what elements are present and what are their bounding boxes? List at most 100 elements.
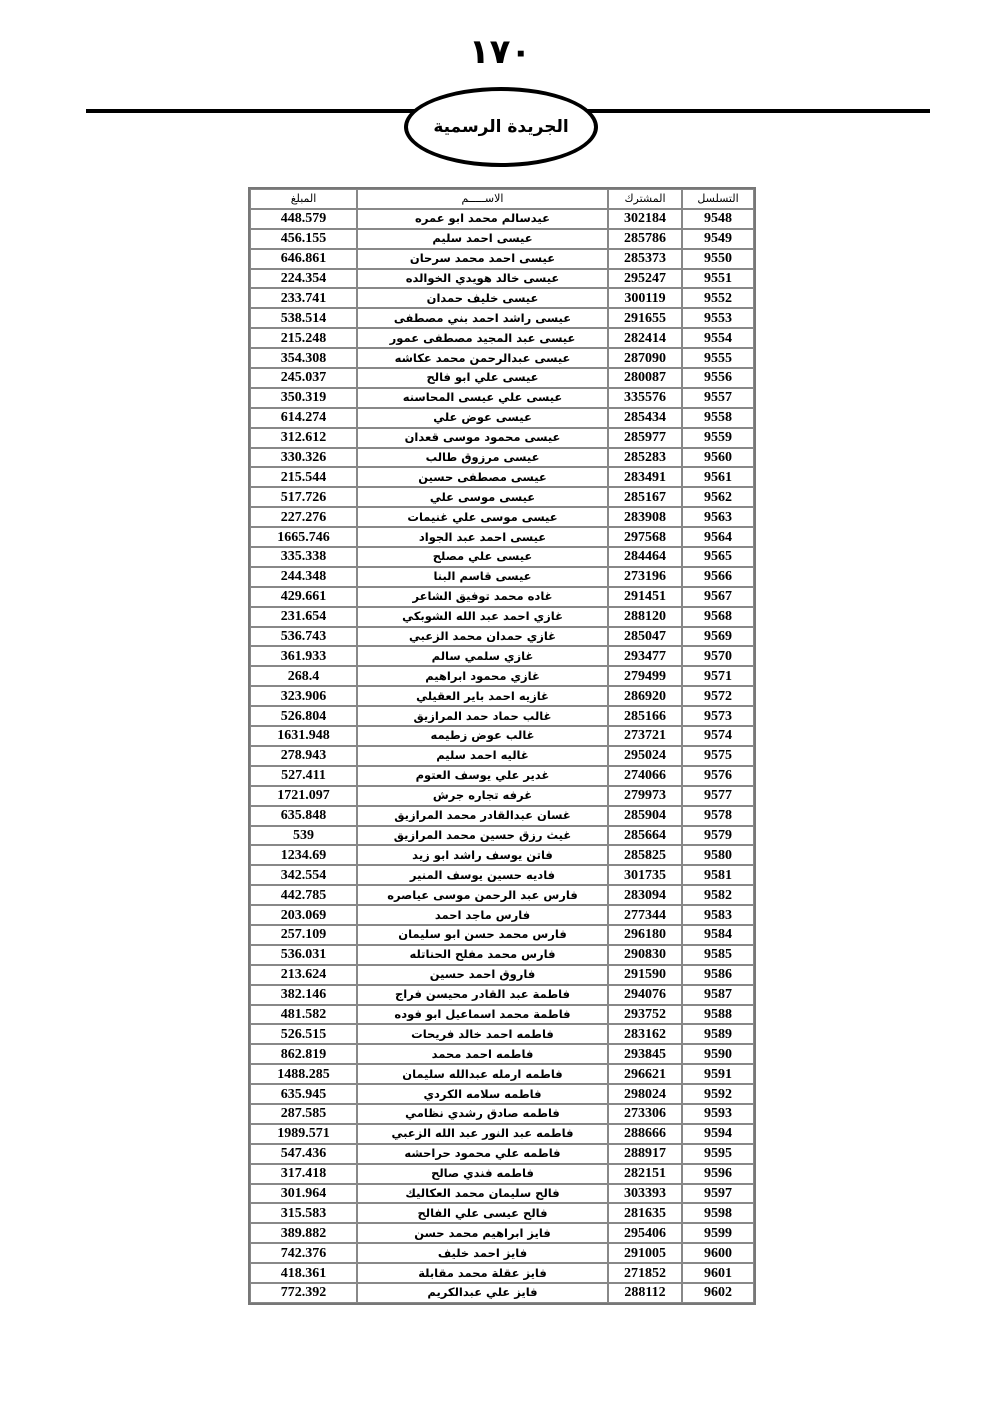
name-cell: فايز ابراهيم محمد حسن <box>357 1223 608 1244</box>
subscriber-cell: 281635 <box>608 1203 682 1224</box>
name-cell: فالح سليمان محمد العكاليك <box>357 1183 608 1204</box>
serial-cell: 9590 <box>682 1044 754 1065</box>
table-row: 9586 291590 فاروق احمد حسين 213.624 <box>250 964 754 985</box>
subscriber-cell: 285283 <box>608 447 682 468</box>
subscriber-cell: 302184 <box>608 208 682 229</box>
amount-cell: 317.418 <box>250 1163 357 1184</box>
table-row: 9562 285167 عيسى موسى علي 517.726 <box>250 487 754 508</box>
subscriber-cell: 283491 <box>608 467 682 488</box>
serial-cell: 9558 <box>682 407 754 428</box>
amount-cell: 536.743 <box>250 626 357 647</box>
subscriber-cell: 335576 <box>608 387 682 408</box>
name-cell: غازي محمود ابراهيم <box>357 666 608 687</box>
table-row: 9559 285977 عيسى محمود موسى قعدان 312.612 <box>250 427 754 448</box>
name-cell: فاطمة محمد اسماعيل ابو فوده <box>357 1004 608 1025</box>
serial-cell: 9559 <box>682 427 754 448</box>
amount-cell: 215.248 <box>250 328 357 349</box>
amount-cell: 244.348 <box>250 566 357 587</box>
subscriber-cell: 271852 <box>608 1263 682 1283</box>
table-row: 9574 273721 غالب عوض زطيمه 1631.948 <box>250 726 754 746</box>
amount-cell: 215.544 <box>250 467 357 488</box>
table-row: 9576 274066 غدير علي يوسف العتوم 527.411 <box>250 765 754 786</box>
name-cell: عيسى علي مصلح <box>357 547 608 567</box>
name-cell: عيسى مصطفى حسين <box>357 467 608 488</box>
serial-cell: 9555 <box>682 348 754 369</box>
serial-cell: 9601 <box>682 1263 754 1283</box>
serial-cell: 9582 <box>682 885 754 906</box>
name-cell: فاتن يوسف راشد ابو زيد <box>357 845 608 866</box>
subscriber-cell: 296621 <box>608 1064 682 1085</box>
table-row: 9565 284464 عيسى علي مصلح 335.338 <box>250 547 754 567</box>
column-header-serial: التسلسل <box>682 189 754 209</box>
serial-cell: 9579 <box>682 825 754 846</box>
subscriber-cell: 282414 <box>608 328 682 349</box>
name-cell: غازي احمد عبد الله الشوبكي <box>357 606 608 627</box>
amount-cell: 527.411 <box>250 765 357 786</box>
table-row: 9563 283908 عيسى موسى علي غنيمات 227.276 <box>250 507 754 528</box>
serial-cell: 9577 <box>682 785 754 806</box>
subscriber-cell: 285167 <box>608 487 682 508</box>
amount-cell: 418.361 <box>250 1263 357 1283</box>
name-cell: فارس ماجد احمد <box>357 905 608 925</box>
amount-cell: 442.785 <box>250 885 357 906</box>
serial-cell: 9598 <box>682 1203 754 1224</box>
subscriber-cell: 295247 <box>608 268 682 289</box>
amount-cell: 547.436 <box>250 1143 357 1164</box>
serial-cell: 9600 <box>682 1243 754 1264</box>
table-row: 9568 288120 غازي احمد عبد الله الشوبكي 231.… <box>250 606 754 627</box>
amount-cell: 354.308 <box>250 348 357 369</box>
name-cell: عيسى قاسم البنا <box>357 566 608 587</box>
amount-cell: 1665.746 <box>250 527 357 548</box>
amount-cell: 517.726 <box>250 487 357 508</box>
table-row: 9561 283491 عيسى مصطفى حسين 215.544 <box>250 467 754 488</box>
table-row: 9593 273306 فاطمه صادق رشدي نظامي 287.585 <box>250 1103 754 1124</box>
subscriber-cell: 293752 <box>608 1004 682 1025</box>
subscriber-cell: 285434 <box>608 407 682 428</box>
amount-cell: 323.906 <box>250 686 357 707</box>
serial-cell: 9551 <box>682 268 754 289</box>
table-row: 9594 288666 فاطمه عبد النور عبد الله الزعب… <box>250 1123 754 1144</box>
amount-cell: 278.943 <box>250 745 357 766</box>
amount-cell: 526.515 <box>250 1024 357 1045</box>
table-row: 9560 285283 عيسى مرزوق طالب 330.326 <box>250 447 754 468</box>
serial-cell: 9574 <box>682 726 754 746</box>
serial-cell: 9595 <box>682 1143 754 1164</box>
serial-cell: 9569 <box>682 626 754 647</box>
serial-cell: 9597 <box>682 1183 754 1204</box>
serial-cell: 9580 <box>682 845 754 866</box>
serial-cell: 9578 <box>682 805 754 826</box>
name-cell: غازيه احمد باير العقيلي <box>357 686 608 707</box>
name-cell: عيسى علي ابو فالح <box>357 368 608 388</box>
serial-cell: 9560 <box>682 447 754 468</box>
name-cell: فاطمه صادق رشدي نظامي <box>357 1103 608 1124</box>
serial-cell: 9592 <box>682 1084 754 1104</box>
amount-cell: 301.964 <box>250 1183 357 1204</box>
name-cell: فارس محمد مفلح الحناتله <box>357 944 608 965</box>
serial-cell: 9572 <box>682 686 754 707</box>
name-cell: عيسى راشد احمد بني مصطفى <box>357 308 608 329</box>
table-row: 9551 295247 عيسى خالد هويدي الخوالده 224.35… <box>250 268 754 289</box>
table-row: 9600 291005 فايز احمد خليف 742.376 <box>250 1243 754 1264</box>
table-row: 9564 297568 عيسى احمد عبد الجواد 1665.746 <box>250 527 754 548</box>
column-header-name: الاســـــم <box>357 189 608 209</box>
name-cell: عيسى احمد عبد الجواد <box>357 527 608 548</box>
subscriber-cell: 291655 <box>608 308 682 329</box>
name-cell: عيسى عبد المجيد مصطفى عمور <box>357 328 608 349</box>
table-row: 9557 335576 عيسى علي عيسى المحاسنه 350.319 <box>250 387 754 408</box>
name-cell: فاطمة عبد القادر محيسن فراج <box>357 984 608 1005</box>
name-cell: غاده محمد توفيق الشاعر <box>357 586 608 607</box>
table-row: 9558 285434 عيسى عوض علي 614.274 <box>250 407 754 428</box>
column-header-amount: المبلغ <box>250 189 357 209</box>
serial-cell: 9568 <box>682 606 754 627</box>
subscribers-table: التسلسل المشترك الاســـــم المبلغ 9548 30… <box>248 187 756 1305</box>
page-number: ١٧٠ <box>468 32 532 72</box>
serial-cell: 9594 <box>682 1123 754 1144</box>
table-row: 9589 283162 فاطمه احمد خالد فريحات 526.515 <box>250 1024 754 1045</box>
name-cell: عيسى علي عيسى المحاسنه <box>357 387 608 408</box>
name-cell: عيسى خالد هويدي الخوالده <box>357 268 608 289</box>
serial-cell: 9548 <box>682 208 754 229</box>
amount-cell: 231.654 <box>250 606 357 627</box>
table-row: 9596 282151 فاطمه فندي صالح 317.418 <box>250 1163 754 1184</box>
amount-cell: 350.319 <box>250 387 357 408</box>
serial-cell: 9552 <box>682 288 754 309</box>
